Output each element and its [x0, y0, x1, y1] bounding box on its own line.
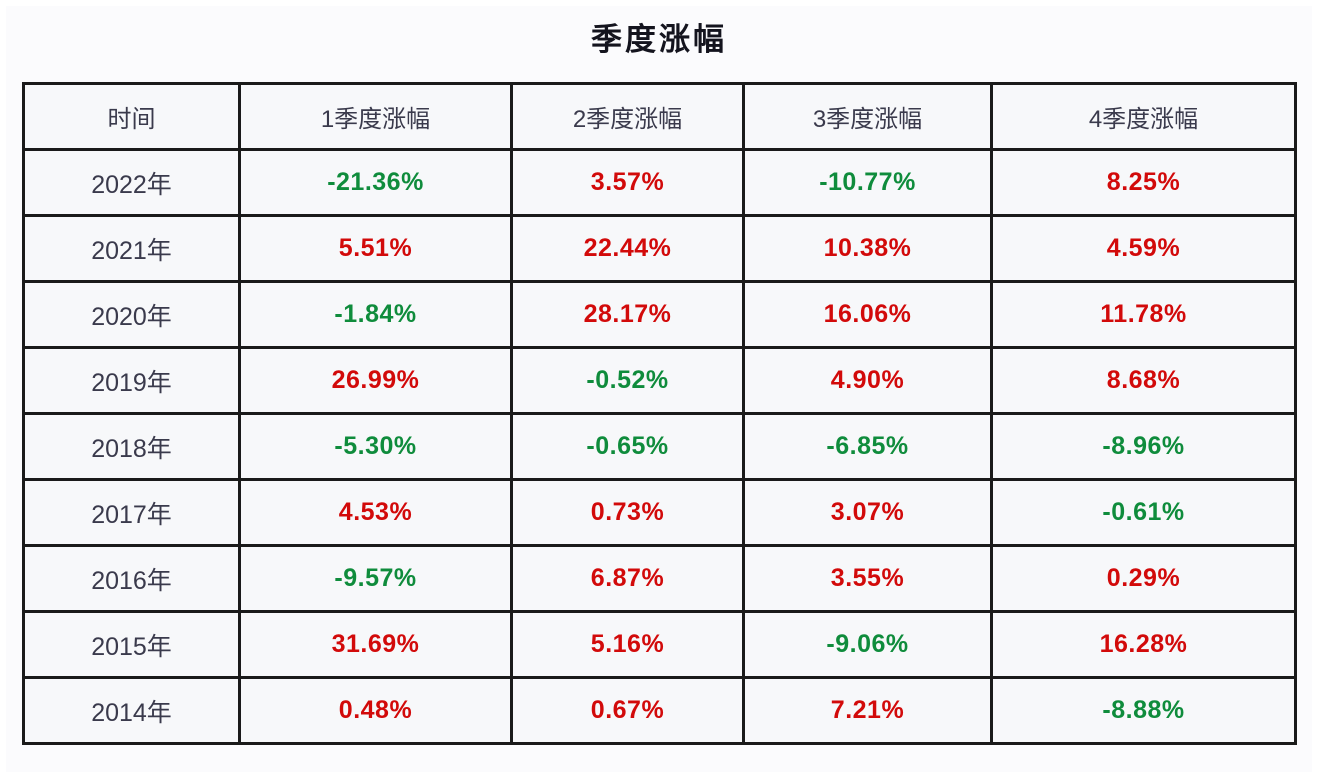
value-cell: 5.16% — [510, 610, 745, 679]
value-cell: -10.77% — [742, 148, 993, 217]
value-cell: 10.38% — [742, 214, 993, 283]
table-row: 2017年 4.53% 0.73% 3.07% -0.61% — [22, 478, 1297, 547]
table-row: 2014年 0.48% 0.67% 7.21% -8.88% — [22, 676, 1297, 745]
table-row: 2015年 31.69% 5.16% -9.06% 16.28% — [22, 610, 1297, 679]
year-cell: 2021年 — [22, 214, 241, 283]
value-cell: 0.73% — [510, 478, 745, 547]
column-header: 时间 — [22, 82, 241, 151]
column-header: 2季度涨幅 — [510, 82, 745, 151]
table-row: 2022年 -21.36% 3.57% -10.77% 8.25% — [22, 148, 1297, 217]
value-cell: 7.21% — [742, 676, 993, 745]
column-header: 4季度涨幅 — [990, 82, 1297, 151]
value-cell: 8.25% — [990, 148, 1297, 217]
table-row: 2016年 -9.57% 6.87% 3.55% 0.29% — [22, 544, 1297, 613]
year-cell: 2018年 — [22, 412, 241, 481]
value-cell: -1.84% — [238, 280, 513, 349]
table-row: 2018年 -5.30% -0.65% -6.85% -8.96% — [22, 412, 1297, 481]
table-body: 2022年 -21.36% 3.57% -10.77% 8.25% 2021年 5.51% 2… — [22, 148, 1297, 745]
value-cell: 4.59% — [990, 214, 1297, 283]
value-cell: 28.17% — [510, 280, 745, 349]
table-row: 2019年 26.99% -0.52% 4.90% 8.68% — [22, 346, 1297, 415]
value-cell: -8.96% — [990, 412, 1297, 481]
year-cell: 2015年 — [22, 610, 241, 679]
column-header: 3季度涨幅 — [742, 82, 993, 151]
value-cell: 3.07% — [742, 478, 993, 547]
value-cell: 4.90% — [742, 346, 993, 415]
year-cell: 2017年 — [22, 478, 241, 547]
value-cell: -0.65% — [510, 412, 745, 481]
value-cell: 5.51% — [238, 214, 513, 283]
value-cell: -5.30% — [238, 412, 513, 481]
value-cell: 31.69% — [238, 610, 513, 679]
value-cell: 22.44% — [510, 214, 745, 283]
value-cell: 11.78% — [990, 280, 1297, 349]
value-cell: -0.61% — [990, 478, 1297, 547]
value-cell: -9.06% — [742, 610, 993, 679]
value-cell: 3.57% — [510, 148, 745, 217]
value-cell: -8.88% — [990, 676, 1297, 745]
value-cell: 0.67% — [510, 676, 745, 745]
table-header-row: 时间 1季度涨幅 2季度涨幅 3季度涨幅 4季度涨幅 — [22, 82, 1297, 151]
table-row: 2020年 -1.84% 28.17% 16.06% 11.78% — [22, 280, 1297, 349]
value-cell: 8.68% — [990, 346, 1297, 415]
value-cell: -9.57% — [238, 544, 513, 613]
value-cell: -6.85% — [742, 412, 993, 481]
value-cell: 16.06% — [742, 280, 993, 349]
year-cell: 2020年 — [22, 280, 241, 349]
value-cell: 26.99% — [238, 346, 513, 415]
page-title: 季度涨幅 — [591, 22, 727, 57]
column-header: 1季度涨幅 — [238, 82, 513, 151]
value-cell: 6.87% — [510, 544, 745, 613]
value-cell: 16.28% — [990, 610, 1297, 679]
year-cell: 2022年 — [22, 148, 241, 217]
table-row: 2021年 5.51% 22.44% 10.38% 4.59% — [22, 214, 1297, 283]
value-cell: -21.36% — [238, 148, 513, 217]
value-cell: -0.52% — [510, 346, 745, 415]
year-cell: 2016年 — [22, 544, 241, 613]
quarterly-gains-table: 时间 1季度涨幅 2季度涨幅 3季度涨幅 4季度涨幅 2022年 -21.36% 3.57%… — [22, 82, 1297, 745]
year-cell: 2019年 — [22, 346, 241, 415]
value-cell: 0.48% — [238, 676, 513, 745]
year-cell: 2014年 — [22, 676, 241, 745]
value-cell: 0.29% — [990, 544, 1297, 613]
value-cell: 3.55% — [742, 544, 993, 613]
value-cell: 4.53% — [238, 478, 513, 547]
